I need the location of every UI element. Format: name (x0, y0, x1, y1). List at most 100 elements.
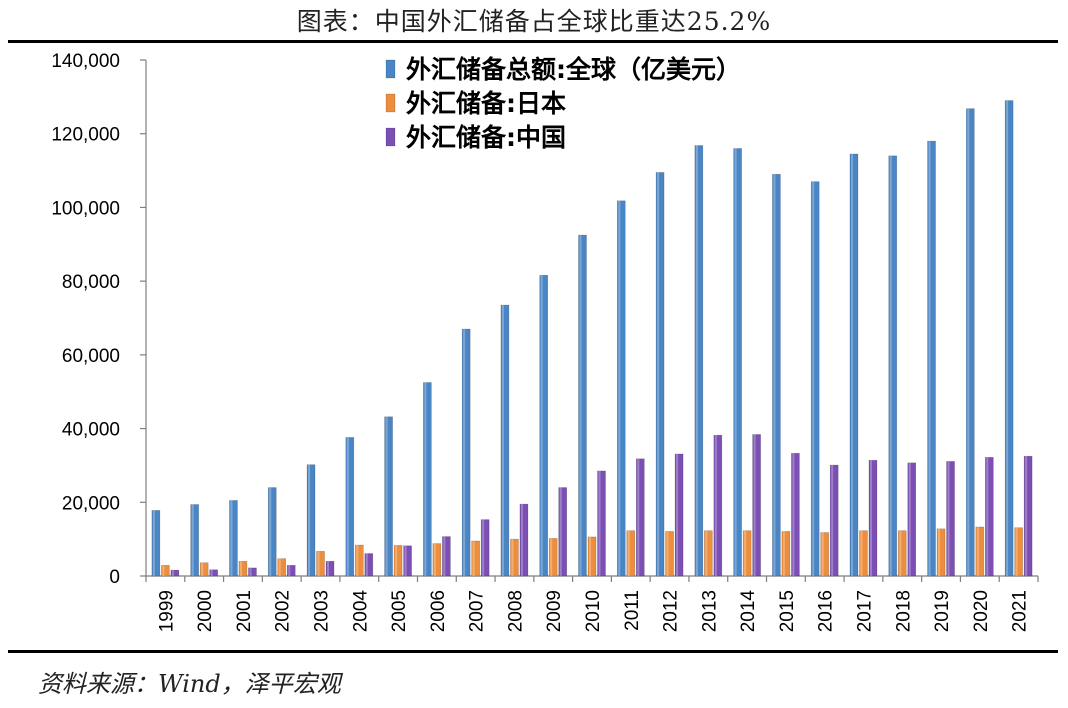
bar-highlight (598, 470, 601, 576)
bar-2-2012 (674, 453, 684, 577)
bar-highlight (782, 531, 785, 576)
bar-0-2006 (423, 382, 432, 577)
bar-2-2014 (752, 434, 761, 577)
bar-1-2017 (859, 530, 868, 577)
bar-2-2008 (519, 503, 529, 577)
bar-highlight (269, 487, 272, 576)
x-tick-label: 2015 (777, 590, 798, 632)
bar-highlight (792, 453, 795, 576)
bar-highlight (986, 457, 989, 576)
bar-0-2004 (345, 437, 355, 577)
bar-0-2013 (694, 145, 704, 577)
bar-highlight (753, 434, 756, 576)
bar-2-2002 (286, 565, 296, 577)
bar-highlight (191, 504, 194, 576)
bar-1-2020 (975, 526, 985, 577)
bar-highlight (278, 558, 281, 576)
bar-highlight (433, 543, 436, 576)
legend-label-2: 外汇储备:中国 (406, 123, 566, 152)
bar-1-2011 (626, 530, 636, 577)
bar-highlight (676, 454, 679, 576)
bottom-rule (8, 650, 1058, 653)
bar-highlight (869, 460, 872, 576)
bar-highlight (821, 532, 824, 576)
bar-0-2014 (733, 148, 742, 577)
y-tick-label: 120,000 (51, 125, 120, 146)
bar-2-2009 (558, 487, 568, 577)
bar-2-2015 (791, 452, 800, 577)
bar-highlight (812, 181, 815, 576)
bar-2-2016 (829, 464, 839, 577)
bar-1-2003 (316, 551, 325, 577)
bar-0-2015 (772, 173, 781, 577)
bar-2-2018 (907, 462, 917, 577)
bar-highlight (171, 570, 174, 576)
bar-0-2017 (849, 153, 859, 577)
bar-highlight (346, 437, 349, 576)
bar-highlight (714, 435, 717, 576)
bar-1-2007 (471, 540, 480, 577)
bar-highlight (520, 504, 523, 576)
bar-highlight (443, 536, 446, 576)
bar-highlight (695, 145, 698, 576)
bar-0-2005 (384, 416, 393, 577)
bar-2-2000 (209, 569, 218, 577)
x-tick-label: 2011 (622, 590, 643, 631)
bar-2-2006 (442, 536, 451, 577)
bar-highlight (230, 500, 233, 576)
chart-bars (151, 100, 1033, 577)
bar-0-2001 (229, 500, 238, 577)
bar-2-2001 (248, 567, 257, 577)
x-tick-label: 2020 (971, 590, 992, 632)
bar-highlight (976, 526, 979, 576)
bar-1-2014 (742, 530, 752, 577)
bar-2-2007 (480, 519, 490, 577)
bar-2-2019 (946, 461, 955, 577)
bar-0-2009 (539, 274, 549, 577)
bar-highlight (501, 305, 504, 576)
bar-highlight (589, 536, 591, 576)
bar-1-2005 (393, 545, 403, 577)
bar-highlight (908, 462, 911, 576)
bar-highlight (1015, 527, 1018, 576)
x-tick-label: 2013 (699, 590, 720, 632)
bar-highlight (559, 487, 562, 576)
bar-highlight (579, 235, 582, 577)
y-tick-label: 0 (109, 567, 120, 588)
y-tick-label: 20,000 (62, 493, 120, 514)
bar-highlight (308, 464, 311, 576)
bar-0-2021 (1004, 100, 1014, 577)
top-rule (8, 40, 1058, 43)
x-tick-label: 2017 (854, 590, 875, 632)
bar-0-2000 (190, 504, 199, 577)
bar-1-2002 (277, 558, 287, 577)
bar-1-2016 (820, 532, 829, 577)
bar-0-2008 (500, 304, 510, 577)
bar-highlight (1006, 100, 1009, 577)
x-tick-label: 2004 (350, 590, 371, 633)
x-tick-label: 2012 (661, 590, 682, 632)
bar-2-2020 (985, 457, 994, 577)
legend-label-0: 外汇储备总额:全球（亿美元） (406, 55, 741, 84)
bar-2-2004 (364, 553, 374, 577)
bar-highlight (657, 172, 660, 576)
bar-highlight (550, 538, 553, 576)
bar-1-2012 (665, 531, 674, 577)
bar-highlight (511, 539, 514, 576)
bar-0-2018 (888, 155, 898, 577)
y-tick-label: 40,000 (62, 420, 120, 441)
bar-highlight (637, 458, 640, 576)
bar-highlight (773, 174, 776, 576)
x-tick-label: 2002 (273, 590, 294, 632)
x-tick-label: 2000 (195, 590, 216, 632)
bar-2-2003 (325, 560, 335, 577)
bar-1-2019 (936, 528, 946, 577)
bar-1-2000 (199, 562, 209, 577)
bar-1-1999 (161, 565, 170, 577)
bar-highlight (424, 382, 427, 576)
bar-1-2018 (897, 530, 907, 577)
bar-highlight (928, 141, 931, 577)
bar-1-2013 (704, 530, 713, 577)
bar-0-1999 (151, 510, 161, 577)
